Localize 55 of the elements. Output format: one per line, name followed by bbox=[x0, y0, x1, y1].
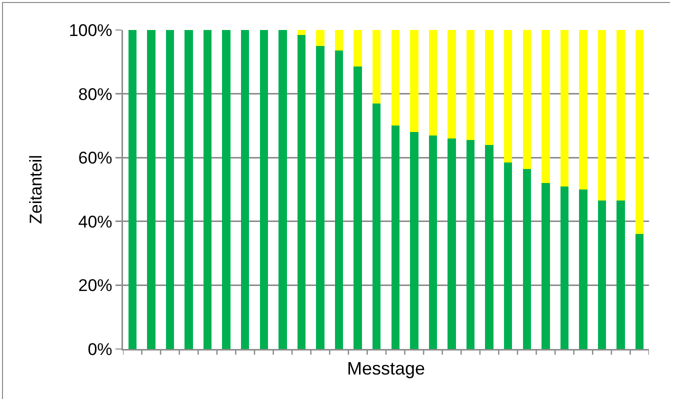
bar bbox=[222, 30, 230, 349]
bar bbox=[616, 200, 625, 349]
bar bbox=[334, 50, 344, 349]
bar bbox=[391, 126, 400, 349]
bar bbox=[260, 30, 268, 349]
bar bbox=[598, 200, 606, 349]
bar bbox=[635, 30, 644, 234]
bar bbox=[504, 162, 512, 349]
bar bbox=[448, 138, 456, 349]
y-tick-label: 40% bbox=[78, 212, 112, 232]
bar bbox=[278, 30, 287, 349]
bar bbox=[391, 30, 400, 126]
bar bbox=[428, 30, 438, 136]
bar bbox=[579, 190, 588, 349]
bar bbox=[485, 144, 494, 349]
bar bbox=[147, 30, 156, 349]
bar bbox=[372, 30, 381, 104]
bar bbox=[410, 132, 418, 349]
bar bbox=[372, 103, 381, 349]
y-tick-label: 60% bbox=[78, 148, 112, 168]
bar bbox=[428, 135, 438, 349]
bar bbox=[504, 30, 512, 162]
bar bbox=[485, 30, 494, 145]
bar bbox=[466, 140, 475, 349]
y-tick-label: 20% bbox=[78, 276, 112, 296]
bar bbox=[522, 30, 532, 169]
bar bbox=[448, 30, 456, 138]
bar bbox=[410, 30, 418, 132]
y-tick-label: 100% bbox=[68, 20, 112, 40]
bar bbox=[560, 30, 569, 186]
bar bbox=[354, 30, 362, 67]
x-axis-title: Messtage bbox=[346, 358, 426, 378]
bar bbox=[316, 46, 324, 349]
y-tick-label: 80% bbox=[78, 84, 112, 104]
bar bbox=[579, 30, 588, 190]
bar bbox=[128, 30, 137, 349]
bar bbox=[466, 30, 475, 140]
bar bbox=[522, 168, 532, 349]
y-axis-title: Zeitanteil bbox=[26, 155, 46, 224]
bar bbox=[297, 30, 306, 35]
bar bbox=[334, 30, 344, 51]
bar bbox=[354, 66, 362, 349]
bar bbox=[635, 234, 644, 349]
bar bbox=[598, 30, 606, 201]
bar bbox=[203, 30, 212, 349]
bar bbox=[166, 30, 174, 349]
bar bbox=[542, 183, 550, 349]
bar bbox=[542, 30, 550, 184]
bar bbox=[316, 30, 324, 46]
bar bbox=[184, 30, 193, 349]
bar bbox=[297, 34, 306, 349]
bar bbox=[240, 30, 250, 349]
y-tick-label: 0% bbox=[88, 340, 112, 359]
bar bbox=[560, 186, 569, 349]
bar bbox=[616, 30, 625, 201]
